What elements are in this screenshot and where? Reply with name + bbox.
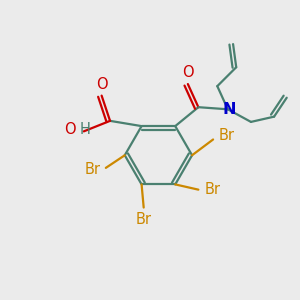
Text: Br: Br (219, 128, 235, 143)
Text: H: H (80, 122, 90, 137)
Text: O: O (182, 65, 194, 80)
Text: Br: Br (205, 182, 221, 197)
Text: O: O (64, 122, 76, 137)
Text: Br: Br (84, 163, 100, 178)
Text: N: N (222, 102, 236, 117)
Text: Br: Br (136, 212, 152, 226)
Text: O: O (96, 76, 107, 92)
